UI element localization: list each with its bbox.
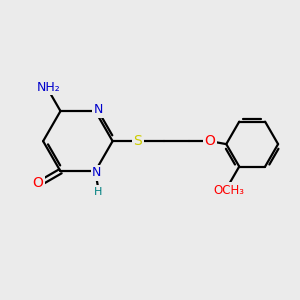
Text: O: O: [205, 134, 215, 148]
Text: O: O: [33, 176, 44, 190]
Text: N: N: [92, 166, 101, 179]
Text: N: N: [94, 103, 103, 116]
Text: OCH₃: OCH₃: [213, 184, 244, 197]
Text: H: H: [94, 187, 103, 196]
Text: NH₂: NH₂: [37, 81, 60, 94]
Text: S: S: [133, 134, 142, 148]
